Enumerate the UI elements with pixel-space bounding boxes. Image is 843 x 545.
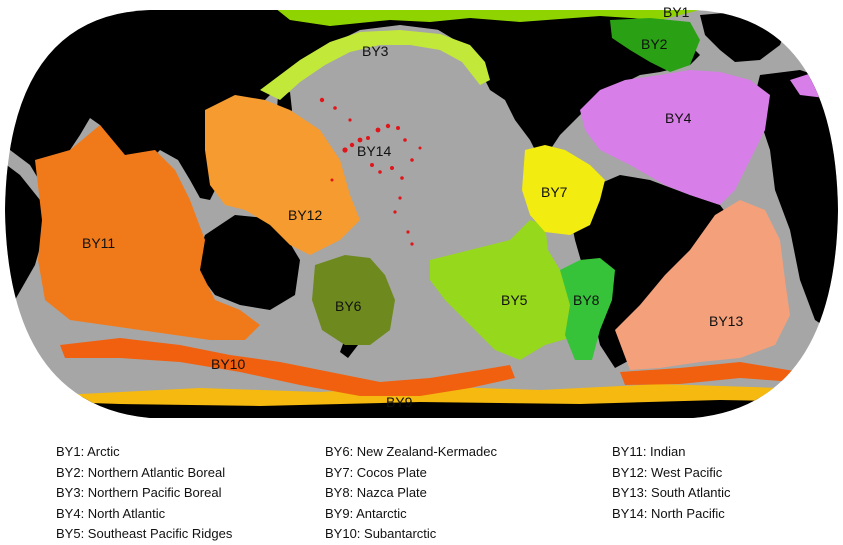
legend-item-by12: BY12: West Pacific xyxy=(612,464,723,480)
landmass-africa-left xyxy=(5,160,45,310)
seamount-point xyxy=(378,170,382,174)
seamount-point xyxy=(349,142,355,148)
legend-item-by13: BY13: South Atlantic xyxy=(612,485,731,500)
legend-item-by6: BY6: New Zealand-Kermadec xyxy=(325,444,497,459)
seamount-point xyxy=(410,242,414,246)
region-by6 xyxy=(312,255,395,345)
seamount-point xyxy=(410,158,414,162)
legend-item-by11: BY11: Indian xyxy=(612,444,686,459)
legend-item-by7: BY7: Cocos Plate xyxy=(325,464,427,480)
region-by8 xyxy=(560,258,615,360)
seamount-point xyxy=(400,176,404,180)
label-by3: BY3 xyxy=(362,43,389,59)
landmass-australia xyxy=(198,215,300,310)
label-by2: BY2 xyxy=(641,36,668,52)
landmass-asia xyxy=(5,10,560,200)
label-by12: BY12 xyxy=(288,207,322,223)
legend-item-by2: BY2: Northern Atlantic Boreal xyxy=(56,464,226,480)
seamount-point xyxy=(396,126,400,130)
label-by14: BY14 xyxy=(357,143,391,159)
region-by11 xyxy=(35,125,260,340)
legend-item-by9: BY9: Antarctic xyxy=(325,505,407,521)
legend-item-by8: BY8: Nazca Plate xyxy=(325,485,427,500)
seamount-point xyxy=(393,210,397,214)
seamount-point xyxy=(406,230,410,234)
label-by5: BY5 xyxy=(501,292,528,308)
label-by7: BY7 xyxy=(541,184,568,200)
label-by13: BY13 xyxy=(709,313,743,329)
legend-item-by14: BY14: North Pacific xyxy=(612,505,725,521)
legend-item-by4: BY4: North Atlantic xyxy=(56,505,166,521)
region-by5 xyxy=(430,220,600,360)
label-by4: BY4 xyxy=(665,110,692,126)
region-by9 xyxy=(60,384,838,406)
region-by13 xyxy=(615,200,790,370)
province-labels: BY1 BY2 BY3 BY4 BY5 BY6 BY7 BY8 BY9 BY10… xyxy=(82,4,743,410)
legend-column-2: BY6: New Zealand-Kermadec BY7: Cocos Pla… xyxy=(325,442,497,545)
legend-item-by10: BY10: Subantarctic xyxy=(325,526,437,541)
seamount-point xyxy=(375,127,381,133)
seamount-point xyxy=(403,138,407,142)
bathyal-provinces-map: BY1 BY2 BY3 BY4 BY5 BY6 BY7 BY8 BY9 BY10… xyxy=(5,4,838,418)
seamount-point xyxy=(333,106,337,110)
seamount-point xyxy=(370,163,374,167)
region-by3 xyxy=(260,30,490,100)
label-by9: BY9 xyxy=(386,394,413,410)
label-by6: BY6 xyxy=(335,298,362,314)
seamount-point xyxy=(390,166,394,170)
region-by7 xyxy=(522,145,605,235)
by14-seamounts xyxy=(319,97,422,246)
seamount-point xyxy=(418,146,422,150)
landmass-south-america xyxy=(570,175,735,368)
seamount-point xyxy=(342,147,348,153)
seamount-point xyxy=(357,137,363,143)
legend-item-by5: BY5: Southeast Pacific Ridges xyxy=(56,526,233,541)
label-by10: BY10 xyxy=(211,356,245,372)
seamount-point xyxy=(348,118,352,122)
legend-item-by1: BY1: Arctic xyxy=(56,444,120,459)
landmass-europe-africa xyxy=(755,70,838,330)
region-by4 xyxy=(580,70,770,205)
legend-column-3: BY11: Indian BY12: West Pacific BY13: So… xyxy=(612,442,731,524)
label-by1: BY1 xyxy=(663,4,690,20)
label-by8: BY8 xyxy=(573,292,600,308)
legend-item-by3: BY3: Northern Pacific Boreal xyxy=(56,485,222,500)
province-regions xyxy=(35,10,838,406)
seamount-point xyxy=(398,196,402,200)
legend-column-1: BY1: Arctic BY2: Northern Atlantic Borea… xyxy=(56,442,232,545)
seamount-point xyxy=(385,123,391,129)
region-by2 xyxy=(610,18,700,72)
seamount-point xyxy=(330,178,334,182)
region-by10 xyxy=(60,338,515,396)
province-legend: BY1: Arctic BY2: Northern Atlantic Borea… xyxy=(0,430,843,541)
seamount-point xyxy=(319,97,325,103)
region-by10-east xyxy=(620,362,800,385)
label-by11: BY11 xyxy=(82,235,115,251)
seamount-point xyxy=(366,136,370,140)
region-by1 xyxy=(270,10,700,26)
region-by12 xyxy=(205,95,360,255)
